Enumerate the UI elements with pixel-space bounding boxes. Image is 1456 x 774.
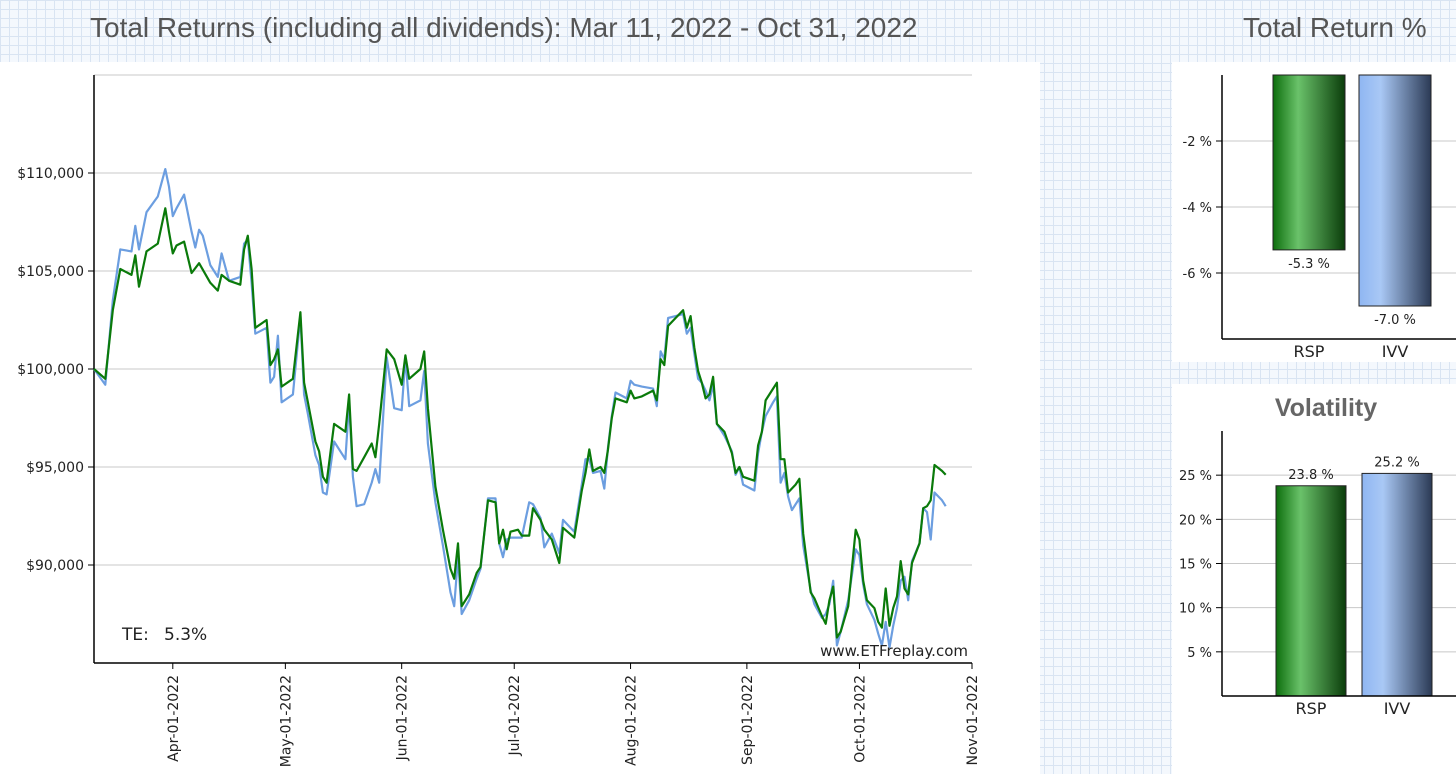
y-tick-label: 25 % [1179, 469, 1212, 484]
y-tick-label: -4 % [1183, 201, 1212, 216]
bar-value-label: 23.8 % [1288, 468, 1333, 483]
line-chart: $90,000 $95,000 $100,000 $105,000 $110,000 Ap… [17, 74, 981, 767]
category-label: RSP [1294, 342, 1325, 361]
category-label: IVV [1382, 342, 1409, 361]
x-tick-label: Jul-01-2022 [507, 675, 523, 756]
x-tick-label: Sep-01-2022 [740, 675, 756, 765]
te-value: 5.3% [164, 625, 207, 645]
y-tick-label: -2 % [1183, 135, 1212, 150]
bar-rsp [1275, 485, 1347, 697]
line-chart-panel [0, 62, 1040, 774]
bar-value-label: -5.3 % [1288, 257, 1330, 272]
main-chart-title: Total Returns (including all dividends):… [90, 12, 918, 43]
return-chart-title: Total Return % [1243, 12, 1427, 43]
x-tick-label: Oct-01-2022 [852, 675, 868, 763]
bar-ivv [1361, 472, 1433, 697]
y-tick-label: $105,000 [17, 264, 84, 280]
bar-value-label: -7.0 % [1374, 313, 1416, 328]
watermark-text: www.ETFreplay.com [820, 642, 968, 660]
volatility-bar-chart: 5 % 10 % 15 % 20 % 25 % 23.8 % RSP 25.2 % IVV [1179, 431, 1456, 718]
bar-rsp [1272, 74, 1346, 251]
x-tick-label: Apr-01-2022 [166, 675, 182, 762]
x-tick-label: Nov-01-2022 [965, 675, 981, 766]
series-line-ivv [93, 168, 947, 649]
y-tick-label: 15 % [1179, 558, 1212, 573]
category-label: IVV [1384, 699, 1411, 718]
y-tick-label: 20 % [1179, 513, 1212, 528]
x-tick-label: Aug-01-2022 [624, 675, 640, 766]
y-tick-label: $95,000 [26, 460, 84, 476]
category-label: RSP [1296, 699, 1327, 718]
y-tick-label: $90,000 [26, 558, 84, 574]
bar-ivv [1358, 74, 1432, 307]
y-tick-label: $100,000 [17, 362, 84, 378]
series-line-rsp [93, 207, 947, 639]
y-tick-label: 5 % [1187, 646, 1212, 661]
y-tick-label: $110,000 [17, 166, 84, 182]
y-tick-label: 10 % [1179, 602, 1212, 617]
bar-value-label: 25.2 % [1374, 455, 1419, 470]
te-label: TE: [121, 625, 149, 645]
y-tick-label: -6 % [1183, 267, 1212, 282]
volatility-chart-title: Volatility [1275, 394, 1377, 422]
return-bar-chart: -2 % -4 % -6 % -5.3 % RSP -7.0 % IVV [1183, 74, 1456, 361]
x-tick-label: Jun-01-2022 [395, 675, 411, 761]
x-tick-label: May-01-2022 [278, 675, 294, 767]
